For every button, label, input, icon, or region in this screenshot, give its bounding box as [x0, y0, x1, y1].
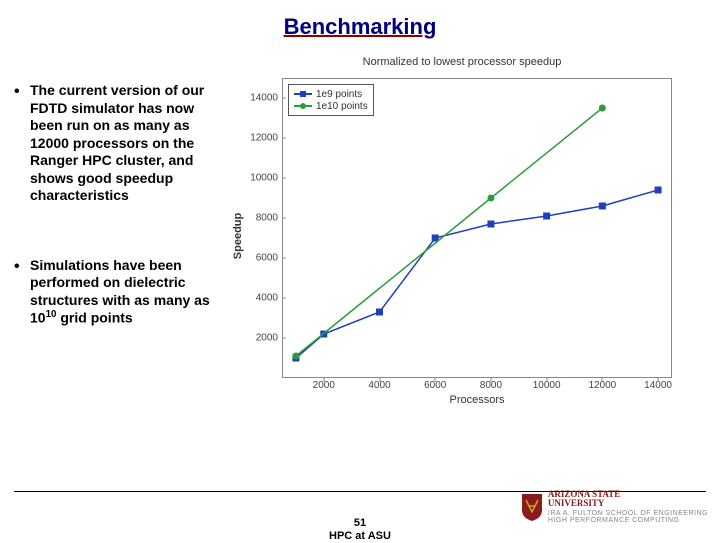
- slide-title: Benchmarking: [0, 0, 720, 46]
- speedup-chart: Normalized to lowest processor speedup S…: [232, 56, 692, 416]
- bullet-item: Simulations have been performed on diele…: [12, 257, 224, 328]
- asu-logo-text: ARIZONA STATE UNIVERSITY IRA A. FULTON S…: [548, 490, 708, 524]
- asu-shield-icon: [520, 492, 544, 522]
- chart-legend: 1e9 points1e10 points: [288, 84, 374, 116]
- legend-entry: 1e9 points: [294, 88, 368, 100]
- ytick-label: 6000: [238, 253, 278, 264]
- chart-container: Normalized to lowest processor speedup S…: [232, 56, 708, 416]
- legend-entry: 1e10 points: [294, 100, 368, 112]
- page-number: 51: [354, 517, 366, 529]
- ytick-label: 8000: [238, 213, 278, 224]
- asu-line2: UNIVERSITY: [548, 499, 708, 508]
- ytick-label: 2000: [238, 333, 278, 344]
- footer-text: 51 HPC at ASU: [329, 517, 391, 543]
- ytick-label: 10000: [238, 173, 278, 184]
- asu-sub1: IRA A. FULTON SCHOOL OF ENGINEERING: [548, 510, 708, 517]
- ytick-label: 14000: [238, 93, 278, 104]
- chart-xlabel: Processors: [282, 394, 672, 406]
- content-area: The current version of our FDTD simulato…: [0, 46, 720, 416]
- ytick-label: 12000: [238, 133, 278, 144]
- footer-subtitle: HPC at ASU: [329, 530, 391, 542]
- asu-sub2: HIGH PERFORMANCE COMPUTING: [548, 517, 708, 524]
- bullet-item: The current version of our FDTD simulato…: [12, 82, 224, 205]
- bullet-list: The current version of our FDTD simulato…: [12, 56, 232, 416]
- chart-title: Normalized to lowest processor speedup: [232, 56, 692, 68]
- asu-logo: ARIZONA STATE UNIVERSITY IRA A. FULTON S…: [520, 490, 708, 524]
- ytick-label: 4000: [238, 293, 278, 304]
- plot-svg: [282, 78, 672, 378]
